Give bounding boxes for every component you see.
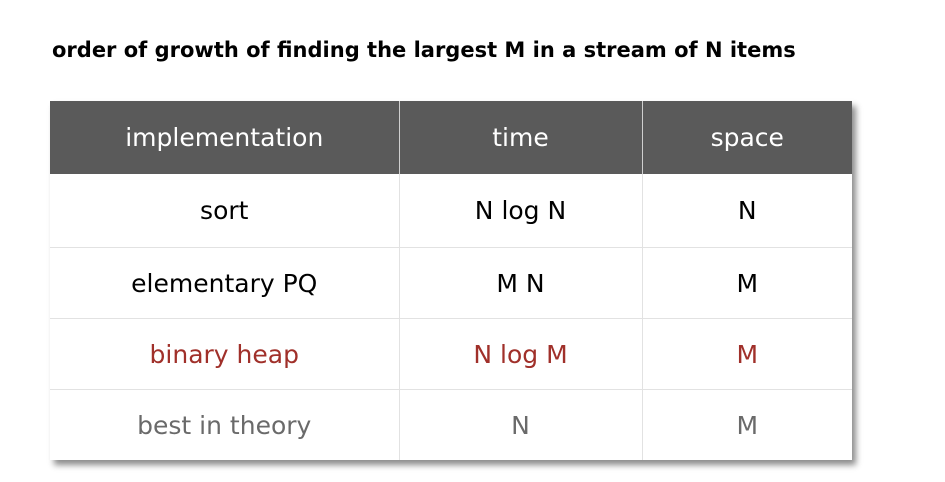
cell-space: N: [642, 174, 852, 248]
cell-implementation: sort: [50, 174, 400, 248]
cell-implementation: best in theory: [50, 389, 400, 460]
comparison-table-container: implementation time space sort N log N N…: [50, 101, 852, 460]
cell-implementation: binary heap: [50, 318, 400, 390]
comparison-table: implementation time space sort N log N N…: [50, 101, 852, 460]
cell-space: M: [642, 318, 852, 390]
cell-time: N log M: [399, 318, 643, 390]
cell-space: M: [642, 247, 852, 319]
page-title: order of growth of finding the largest M…: [52, 38, 796, 62]
table-row-elementary-pq: elementary PQ M N M: [50, 247, 852, 319]
table-header-row: implementation time space: [50, 101, 852, 174]
cell-implementation: elementary PQ: [50, 247, 400, 319]
header-space: space: [642, 101, 852, 174]
cell-space: M: [642, 389, 852, 460]
table-row-sort: sort N log N N: [50, 174, 852, 248]
header-time: time: [399, 101, 643, 174]
cell-time: M N: [399, 247, 643, 319]
cell-time: N: [399, 389, 643, 460]
header-implementation: implementation: [50, 101, 400, 174]
cell-time: N log N: [399, 174, 643, 248]
table-row-best-in-theory: best in theory N M: [50, 389, 852, 460]
table-row-binary-heap: binary heap N log M M: [50, 318, 852, 390]
